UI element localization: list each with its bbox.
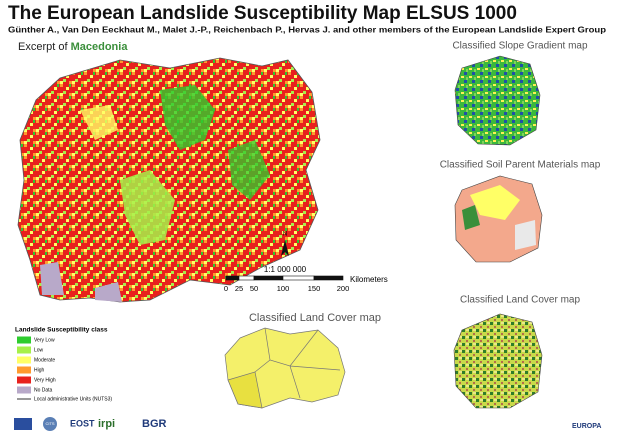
side-map-title: Classified Soil Parent Materials map — [440, 160, 601, 171]
center-map — [224, 327, 346, 409]
scale-segment — [282, 275, 315, 281]
scale-tick-label: 0 — [224, 284, 228, 293]
scale-segment — [225, 275, 240, 281]
legend-swatch — [17, 356, 31, 364]
legend-label: Moderate — [34, 357, 55, 363]
side-maps: Classified Slope Gradient map Classified… — [440, 41, 601, 409]
excerpt-prefix: Excerpt of — [18, 41, 68, 53]
legend-title: Landslide Susceptibility class — [15, 327, 108, 334]
logo: CITS — [45, 421, 54, 426]
authors: Günther A., Van Den Eeckhaut M., Malet J… — [8, 24, 606, 34]
legend-swatch — [17, 386, 31, 394]
logo: EUROPA — [572, 423, 601, 430]
legend-label: High — [34, 367, 45, 373]
scale-tick-label: 25 — [235, 284, 243, 293]
main-map — [17, 57, 321, 303]
scale-segment — [238, 275, 255, 281]
side-map-title: Classified Slope Gradient map — [452, 41, 588, 52]
legend-label: No Data — [34, 387, 53, 393]
logo: BGR — [142, 418, 167, 430]
scale-ratio: 1:1 000 000 — [264, 265, 307, 274]
scale-tick-label: 200 — [337, 284, 350, 293]
logo: irpi — [98, 418, 115, 430]
scale-bar: 0 25 50 100 150 200 — [224, 275, 350, 293]
logos: CITS EOST irpi BGR EUROPA — [14, 417, 601, 431]
north-arrow: N — [281, 232, 289, 256]
excerpt-label: Excerpt of Macedonia — [18, 41, 128, 53]
excerpt-country: Macedonia — [71, 41, 129, 53]
scale-unit: Kilometers — [350, 275, 388, 284]
legend-swatch — [17, 376, 31, 384]
side-map-title: Classified Land Cover map — [460, 295, 580, 306]
scale-segment — [313, 275, 344, 281]
scale-tick-label: 100 — [277, 284, 290, 293]
legend-label: Low — [34, 347, 44, 353]
legend-label: Very High — [34, 377, 56, 383]
title: The European Landslide Susceptibility Ma… — [8, 3, 517, 24]
boundary-label: Local administrative Units (NUTS3) — [34, 396, 112, 402]
scale-tick-label: 150 — [308, 284, 321, 293]
logo: EOST — [70, 418, 95, 428]
north-label: N — [283, 232, 287, 238]
scale-segment — [253, 275, 284, 281]
center-map-title: Classified Land Cover map — [249, 312, 381, 324]
legend: Very Low Low Moderate High Very High No Data — [17, 336, 56, 394]
legend-label: Very Low — [34, 337, 55, 343]
legend-swatch — [17, 346, 31, 354]
legend-swatch — [17, 336, 31, 344]
scale-tick-label: 50 — [250, 284, 258, 293]
legend-swatch — [17, 366, 31, 374]
